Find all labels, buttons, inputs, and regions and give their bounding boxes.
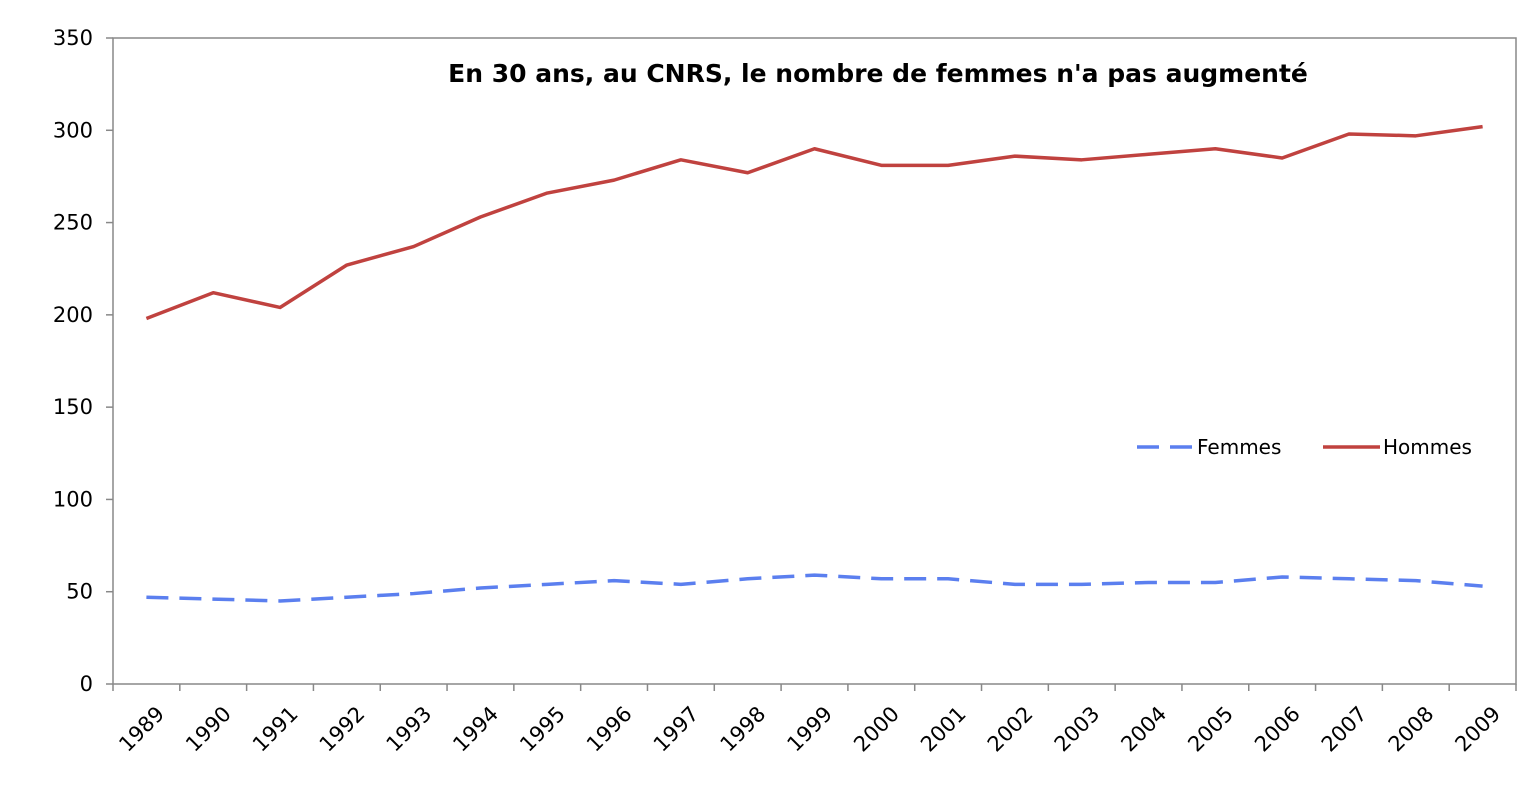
x-tick-label: 2007	[1317, 702, 1372, 757]
x-tick-label: 1993	[382, 702, 437, 757]
x-axis: 1989 1990 1991 1992 1993 1994 1995 1996 1997 1998…	[112, 684, 1517, 757]
y-tick-label: 300	[53, 118, 93, 142]
x-tick-label: 1990	[181, 702, 236, 757]
x-tick-label: 2002	[983, 702, 1038, 757]
x-tick-label: 1989	[114, 702, 169, 757]
x-tick-label: 1995	[515, 702, 570, 757]
y-tick-label: 100	[53, 487, 93, 511]
x-tick-label: 1991	[248, 702, 303, 757]
legend: Femmes Hommes	[1137, 435, 1472, 459]
y-tick-label: 50	[66, 580, 93, 604]
chart-title: En 30 ans, au CNRS, le nombre de femmes …	[448, 59, 1308, 88]
legend-label-hommes: Hommes	[1383, 435, 1472, 459]
y-tick-label: 200	[53, 303, 93, 327]
series-line-femmes	[146, 573, 1483, 603]
x-tick-label: 2000	[849, 702, 904, 757]
y-axis: 0 50 100 150 200 250 300 350	[53, 26, 113, 696]
x-tick-label: 1994	[448, 702, 503, 757]
y-tick-label: 350	[53, 26, 93, 50]
y-tick-label: 150	[53, 395, 93, 419]
series-line-hommes	[145, 124, 1483, 321]
legend-label-femmes: Femmes	[1197, 435, 1281, 459]
x-tick-label: 1999	[782, 702, 837, 757]
plot-frame	[112, 37, 1517, 685]
x-tick-label: 2001	[916, 702, 971, 757]
x-tick-label: 2005	[1183, 702, 1238, 757]
x-tick-label: 1997	[649, 702, 704, 757]
x-tick-label: 1996	[582, 702, 637, 757]
x-tick-label: 2006	[1250, 702, 1305, 757]
x-tick-label: 2009	[1451, 702, 1506, 757]
x-tick-label: 1992	[315, 702, 370, 757]
x-tick-label: 2008	[1384, 702, 1439, 757]
x-tick-label: 2003	[1050, 702, 1105, 757]
x-tick-label: 2004	[1116, 702, 1171, 757]
plot-area	[112, 37, 1517, 685]
y-tick-label: 0	[80, 672, 93, 696]
series-layer	[145, 124, 1483, 603]
x-tick-label: 1998	[716, 702, 771, 757]
y-tick-label: 250	[53, 211, 93, 235]
